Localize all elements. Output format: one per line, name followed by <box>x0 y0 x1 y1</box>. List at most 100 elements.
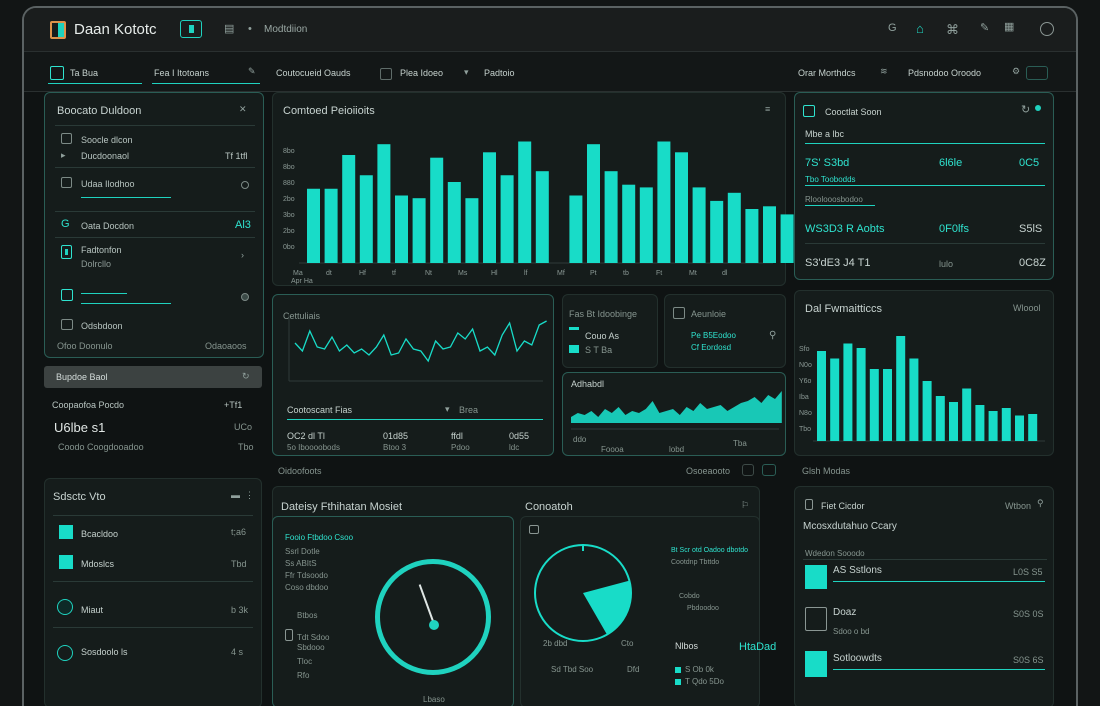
sidebar-item-label[interactable]: Odsbdoon <box>81 321 123 331</box>
grid-icon[interactable]: ▦ <box>1004 21 1015 33</box>
bar <box>692 187 706 263</box>
refresh-icon[interactable]: ↻ <box>242 371 250 381</box>
checkbox-icon[interactable] <box>61 133 72 144</box>
panel-title: Cooctlat Soon <box>825 107 882 117</box>
gauge-line: Coso dbdoo <box>285 583 329 592</box>
edit-icon[interactable]: ✎ <box>980 22 990 34</box>
accent-line <box>81 303 171 304</box>
bar <box>988 411 998 441</box>
pie-line: Bt Scr otd Oadoo dbotdo <box>671 547 749 554</box>
edit-icon[interactable]: ✎ <box>248 66 256 76</box>
panel-title: Comtoed Peioiioits <box>283 105 375 117</box>
arrow-icon: ▸ <box>61 150 66 160</box>
refresh-icon[interactable]: ↻ <box>1021 104 1031 116</box>
bar <box>395 195 408 263</box>
list-item-value: Tbd <box>231 559 247 569</box>
breadcrumb[interactable]: Modtdiion <box>264 24 308 35</box>
row-label: Rloolooosbodoo <box>805 195 863 204</box>
y-tick-label: 0bo <box>283 244 295 251</box>
item-label[interactable]: AS Sstlons <box>833 565 882 576</box>
x-tick-label: dt <box>326 270 332 277</box>
filter-icon[interactable]: ▾ <box>464 67 469 77</box>
view-toggle-button[interactable] <box>762 464 776 476</box>
chevron-icon[interactable]: › <box>241 250 244 260</box>
sidebar-item-sublabel: Dolrcllo <box>81 259 112 269</box>
profile-circle-icon[interactable] <box>1040 22 1054 36</box>
list-item-label[interactable]: Sosdoolo ls <box>81 647 128 657</box>
bullet-icon <box>675 679 681 685</box>
selected-row[interactable]: Bupdoe Baol ↻ <box>44 366 262 388</box>
panel-title: Aeunloie <box>691 309 727 319</box>
item-sub: Sdoo o bd <box>833 627 870 636</box>
toolbar-right-label[interactable]: Orar Morthdcs <box>798 68 856 78</box>
image-icon[interactable] <box>61 289 73 301</box>
chevron-down-icon[interactable]: ▾ <box>445 404 450 414</box>
view-toggle-button[interactable] <box>742 464 754 476</box>
pie-footer-left: Nlbos <box>675 641 699 651</box>
list-item-value: b 3k <box>231 605 249 615</box>
big-value: U6lbe s1 <box>54 420 106 435</box>
gauge-line: Ssrl Dotle <box>285 547 320 556</box>
sidebar-item-label[interactable]: Soocle dlcon <box>81 135 133 145</box>
bar <box>727 192 741 263</box>
sidebar-item-label[interactable]: Fadtonfon <box>81 245 122 255</box>
sidebar-panel: Boocato Duldoon ✕ Soocle dlcon ▸ Ducdoon… <box>44 92 264 358</box>
minus-icon[interactable]: ▬ <box>231 490 240 500</box>
share-icon[interactable]: ⚐ <box>741 500 750 510</box>
bar <box>962 388 972 441</box>
radio-icon[interactable] <box>241 181 249 189</box>
item-label[interactable]: Sotloowdts <box>833 653 882 664</box>
bar <box>935 396 945 441</box>
list-item-label[interactable]: Bcacldoo <box>81 529 119 539</box>
panel-title: Adhabdl <box>571 379 605 389</box>
search-icon[interactable]: ⚲ <box>769 330 777 341</box>
sidebar-title: Boocato Duldoon <box>57 105 142 117</box>
lock-icon <box>285 629 293 641</box>
toolbar-center-label[interactable]: Coutocueid Oauds <box>276 68 351 78</box>
toolbar-tab-label[interactable]: Plea Idoeo <box>400 68 444 78</box>
accent-line <box>805 205 875 206</box>
menu-icon[interactable]: ≡ <box>765 104 771 114</box>
item-label[interactable]: Doaz <box>833 607 857 618</box>
stat-sublabel: Pdoo <box>451 443 470 452</box>
close-icon[interactable]: ✕ <box>239 104 247 114</box>
list-item-value: 4 s <box>231 647 244 657</box>
info-icon[interactable]: G <box>888 22 897 34</box>
legend-label: Tba <box>733 439 747 448</box>
sidebar-item-label[interactable]: Ducdoonaol <box>81 151 130 161</box>
folder-icon[interactable]: ▤ <box>224 23 235 35</box>
mini-toggle-button[interactable] <box>1026 66 1048 80</box>
radio-icon[interactable] <box>241 293 249 301</box>
toolbar-tab-label[interactable]: Padtoio <box>484 68 515 78</box>
table-icon[interactable] <box>61 319 73 330</box>
users-icon[interactable]: ⌂ <box>916 21 924 36</box>
search-icon[interactable]: ⚲ <box>1037 498 1044 508</box>
gauge-list-item[interactable]: Tloc <box>297 657 313 666</box>
toggle-button[interactable] <box>180 20 202 38</box>
signal-icon[interactable]: ≋ <box>880 66 888 76</box>
wifi-icon[interactable]: ⌘ <box>946 22 959 37</box>
row-right: S5lS <box>1019 223 1043 235</box>
bar <box>856 348 866 441</box>
gauge-list-item[interactable]: Tdt Sdoo <box>297 633 330 642</box>
checkbox-icon[interactable] <box>61 177 72 188</box>
settings-icon[interactable]: ⚙ <box>1012 66 1021 76</box>
sidebar-item-label[interactable]: Udaa Ilodhoo <box>81 179 135 189</box>
tab-1[interactable]: Ta Bua <box>48 64 142 84</box>
sidebar-item-label[interactable]: Oata Docdon <box>81 221 135 231</box>
tab-2[interactable]: Fea I Itotoans ✎ <box>152 64 260 84</box>
file-icon[interactable] <box>61 245 72 259</box>
toolbar-right-label[interactable]: Pdsnodoo Oroodo <box>908 68 982 78</box>
pie-slice <box>583 580 631 635</box>
more-icon[interactable]: ⋮ <box>245 490 254 500</box>
list-item-label[interactable]: Miaut <box>81 605 104 615</box>
gauge-list-item[interactable]: Sbdooo <box>297 643 325 652</box>
pie-legend: Dfd <box>627 665 640 674</box>
left-lower-panel: Sdsctc Vto ▬ ⋮ Bcacldoo t;a6 Mdoslcs Tbd… <box>44 478 262 706</box>
stack-icon[interactable] <box>380 68 392 80</box>
gauge-list-item[interactable]: Btbos <box>297 611 318 620</box>
legend-label: Foooa <box>601 445 624 454</box>
gauge-list-item[interactable]: Rfo <box>297 671 310 680</box>
g-icon[interactable]: G <box>61 218 70 230</box>
list-item-label[interactable]: Mdoslcs <box>81 559 115 569</box>
